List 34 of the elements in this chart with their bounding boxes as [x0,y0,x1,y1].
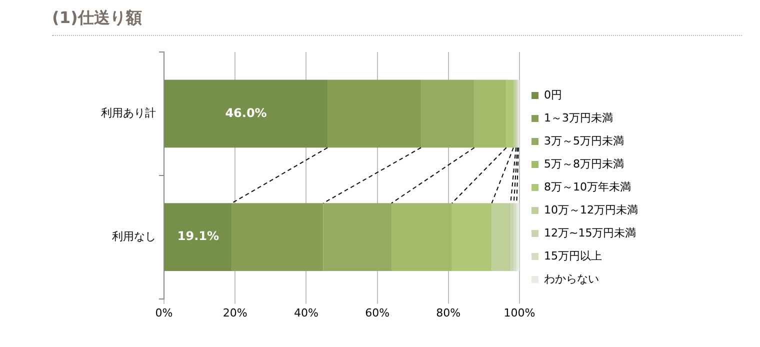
x-tick-label: 80% [436,306,461,320]
bar [516,203,520,272]
data-label: 19.1% [177,229,220,244]
bar [492,203,511,272]
legend-label: わからない [544,272,600,286]
legend-label: 15万円以上 [544,249,602,262]
legend-label: 3万～5万円未満 [544,134,624,148]
bar [232,203,324,272]
legend-label: 10万～12万円未満 [544,203,638,216]
y-tick-label: 利用あり計 [101,106,156,120]
bar [421,80,474,148]
bar [164,80,328,148]
bar [506,80,514,148]
x-tick-label: 40% [294,306,318,320]
x-tick-label: 60% [365,306,390,320]
bar [510,203,514,272]
bar [474,80,506,148]
legend-label: 8万～10万年未満 [544,180,632,194]
x-tick-label: 100% [504,306,536,320]
legend-label: 0円 [544,88,562,102]
bar [323,203,392,272]
legend-label: 1～3万円未満 [544,111,614,124]
bar [164,203,232,272]
bar [392,203,452,272]
data-label: 46.0% [225,106,267,120]
x-tick-label: 0% [155,306,173,320]
legend-label: 12万~15万円未満 [544,226,636,240]
bar [513,80,516,148]
bar [452,203,492,272]
bar [328,80,422,148]
chart-title: (1)仕送り額 [52,8,742,36]
y-tick-label: 利用なし [112,230,156,243]
legend-label: 5万～8万円未満 [544,157,624,170]
x-tick-label: 20% [222,306,248,320]
